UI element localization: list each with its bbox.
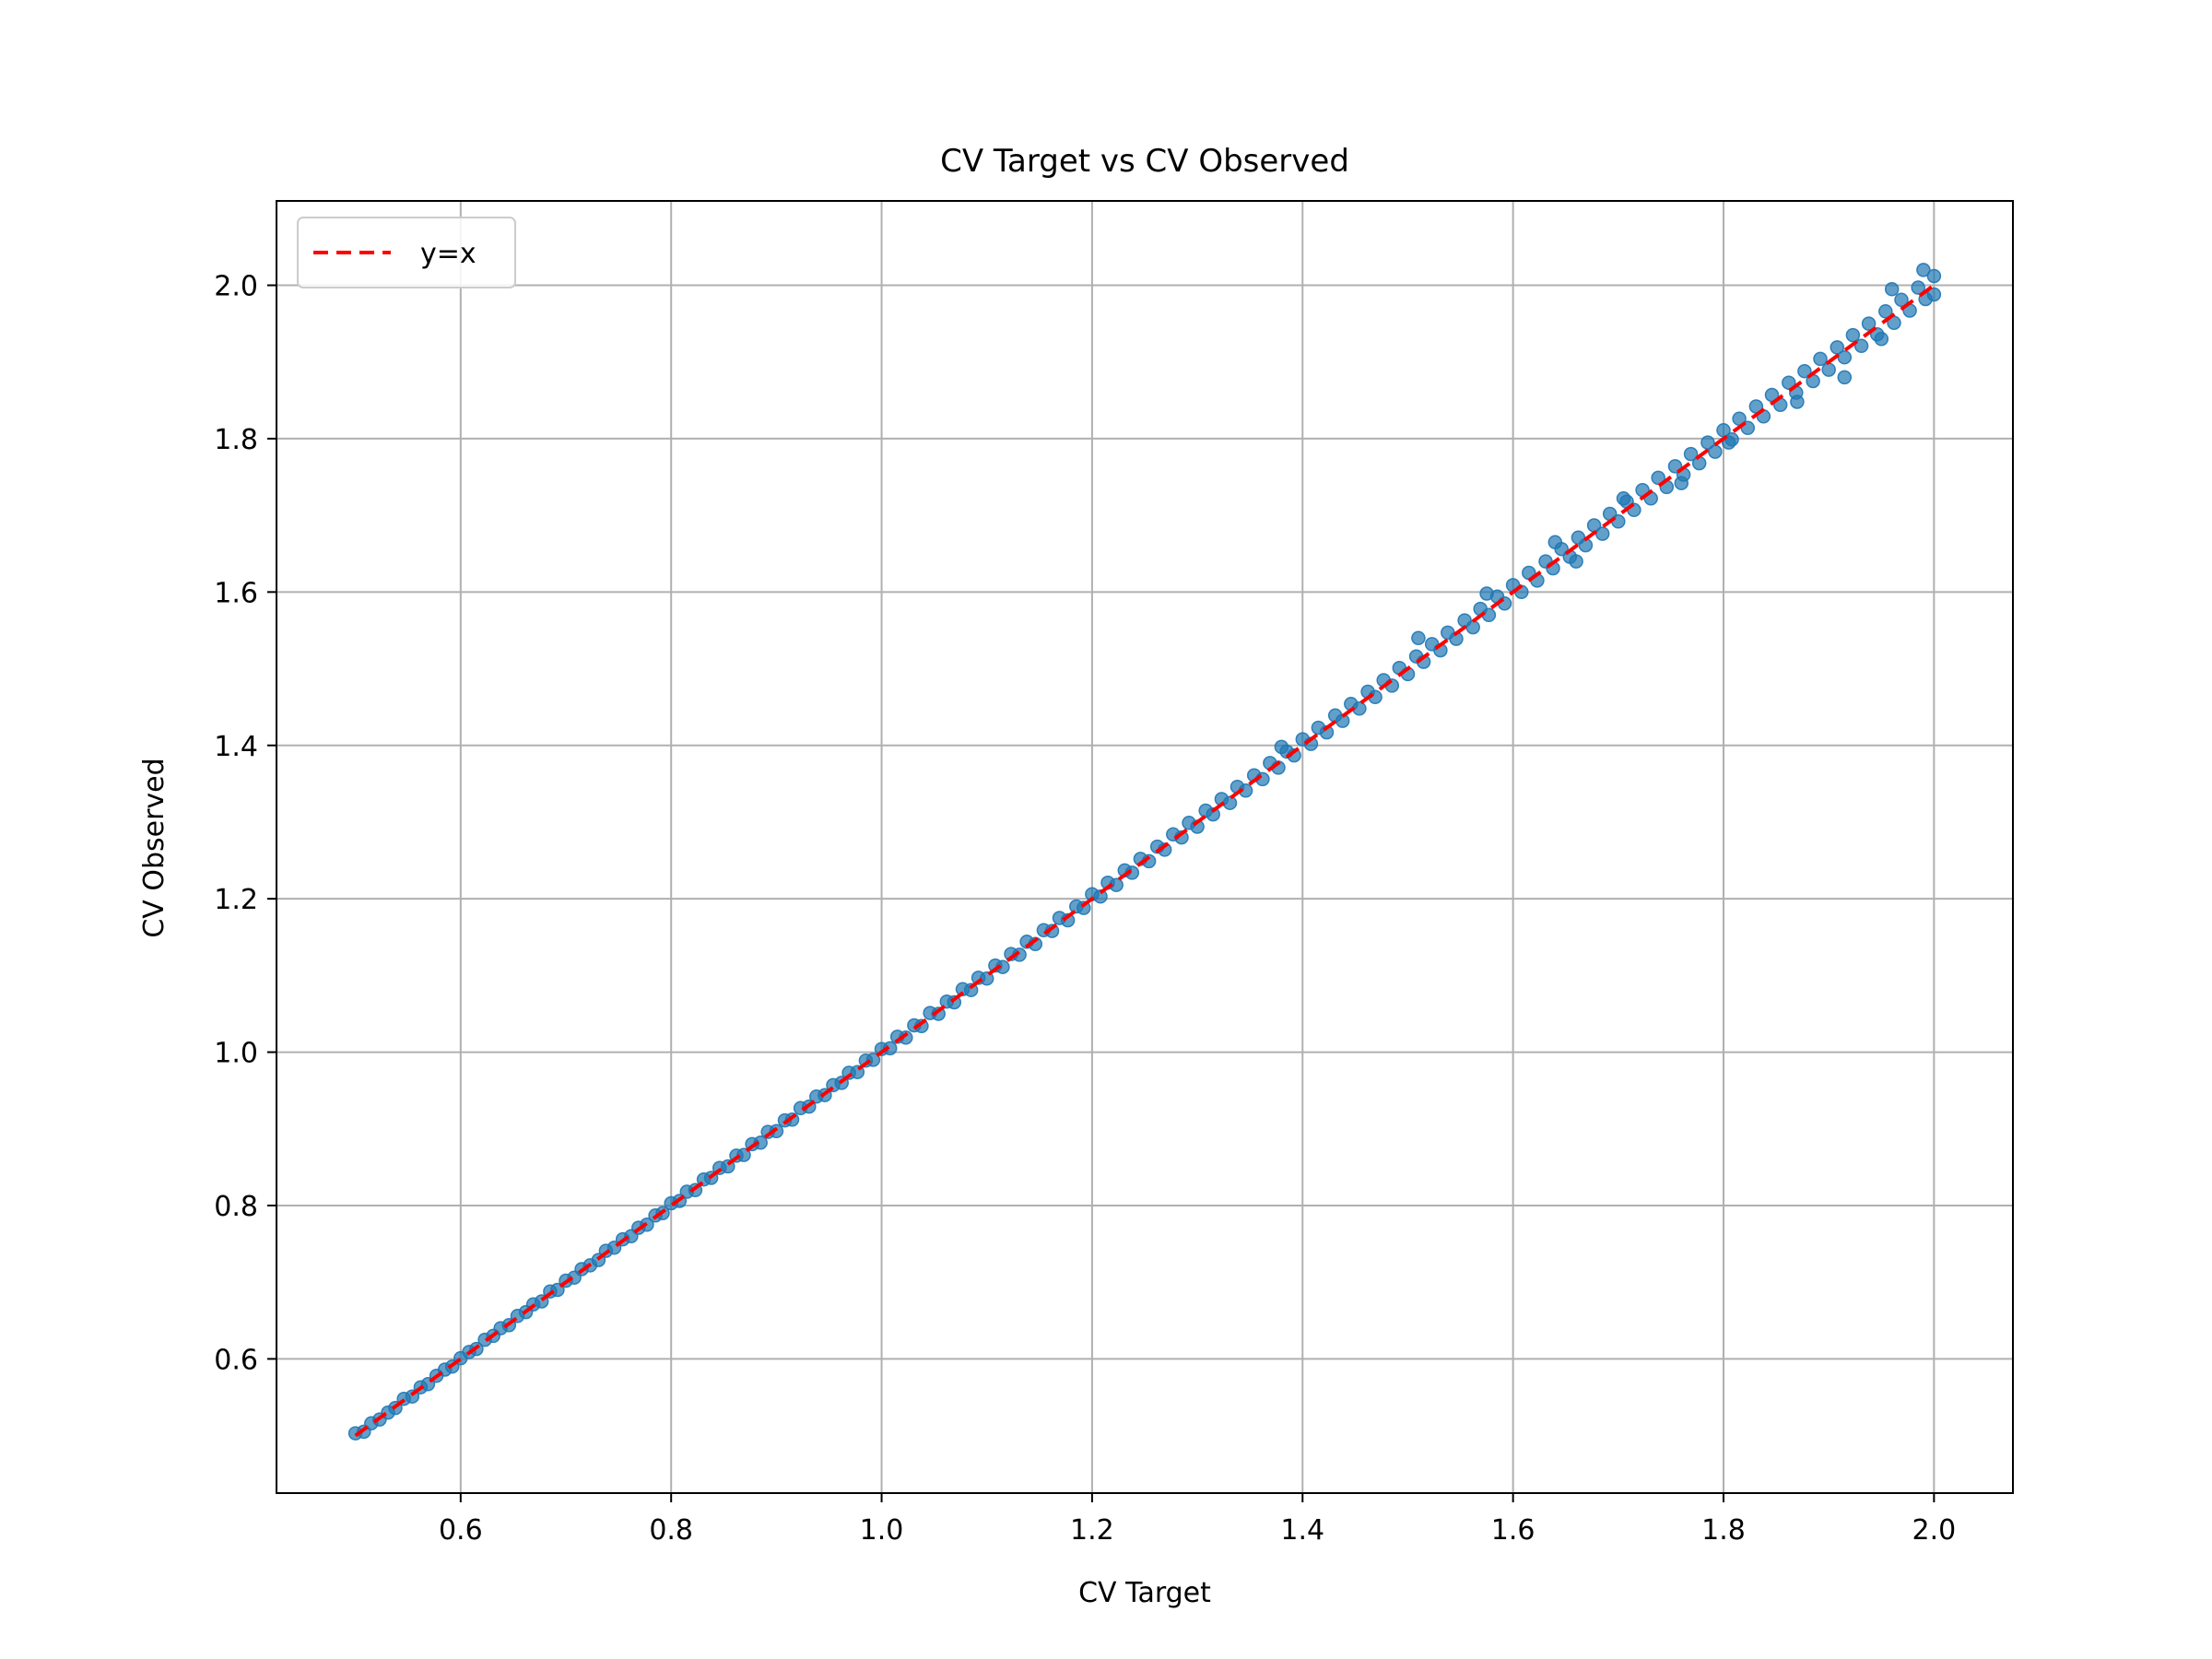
data-point: [1926, 287, 1942, 302]
y-tick-label: 1.4: [214, 731, 258, 763]
data-point: [865, 1053, 881, 1067]
data-point: [1894, 292, 1909, 308]
data-point: [1813, 351, 1828, 367]
data-point: [1274, 739, 1289, 755]
data-point: [1700, 435, 1715, 450]
y-tick-label: 0.6: [214, 1344, 258, 1376]
data-point: [1926, 268, 1942, 284]
data-point: [1845, 327, 1861, 343]
data-point: [1708, 444, 1723, 459]
x-tick-label: 1.2: [1070, 1514, 1114, 1547]
data-point: [1674, 476, 1689, 490]
x-axis-label: CV Target: [1078, 1577, 1211, 1609]
x-axis-ticks: 0.6 0.8 1.0 1.2 1.4 1.6 1.8 2.0: [439, 1493, 1956, 1547]
y-axis-ticks: 0.6 0.8 1.0 1.2 1.4 1.6 1.8 2.0: [214, 271, 276, 1376]
data-point: [1206, 806, 1220, 822]
data-point: [1878, 304, 1893, 319]
data-point: [753, 1135, 768, 1150]
data-point: [1594, 526, 1610, 541]
data-point: [1547, 535, 1563, 550]
data-point: [736, 1147, 751, 1162]
data-point: [1411, 630, 1426, 646]
y-tick-label: 1.0: [214, 1038, 258, 1070]
x-tick-label: 1.0: [860, 1514, 904, 1547]
data-point: [1222, 795, 1238, 810]
data-point: [1853, 338, 1869, 354]
data-point: [1874, 332, 1889, 347]
x-tick-label: 0.6: [439, 1514, 483, 1547]
data-point: [1790, 394, 1805, 409]
data-point: [1861, 316, 1877, 331]
x-tick-label: 2.0: [1912, 1514, 1957, 1547]
y-tick-label: 1.6: [214, 577, 258, 609]
x-tick-label: 0.8: [649, 1514, 693, 1547]
data-point: [1465, 619, 1480, 635]
x-tick-label: 1.6: [1491, 1514, 1535, 1547]
data-point: [1093, 888, 1108, 904]
y-tick-label: 1.2: [214, 884, 258, 916]
legend-label: y=x: [420, 238, 477, 270]
data-point: [1691, 455, 1707, 471]
data-point: [1479, 586, 1494, 601]
y-tick-label: 0.8: [214, 1191, 258, 1223]
legend: y=x: [297, 217, 516, 288]
data-point: [1911, 280, 1925, 295]
x-tick-label: 1.8: [1701, 1514, 1746, 1547]
y-tick-label: 1.8: [214, 424, 258, 456]
data-point: [882, 1041, 898, 1056]
data-point: [1569, 554, 1583, 569]
grid: [276, 201, 2013, 1493]
data-point: [1616, 491, 1631, 506]
plot-frame: [276, 200, 2014, 1494]
data-point: [1837, 370, 1853, 385]
data-point: [1821, 362, 1836, 377]
data-point: [1916, 263, 1931, 277]
chart-title: CV Target vs CV Observed: [940, 143, 1349, 180]
legend-box: [297, 217, 516, 288]
x-tick-label: 1.4: [1280, 1514, 1324, 1547]
reference-line-y-equals-x: [354, 283, 1936, 1438]
y-axis-label: CV Observed: [138, 758, 171, 937]
data-point: [769, 1124, 784, 1139]
data-point: [1884, 281, 1900, 297]
data-point: [1683, 446, 1699, 462]
plot-area: [276, 200, 2014, 1494]
data-point: [1797, 363, 1812, 379]
data-point: [1837, 349, 1853, 365]
y-tick-label: 2.0: [214, 271, 258, 303]
